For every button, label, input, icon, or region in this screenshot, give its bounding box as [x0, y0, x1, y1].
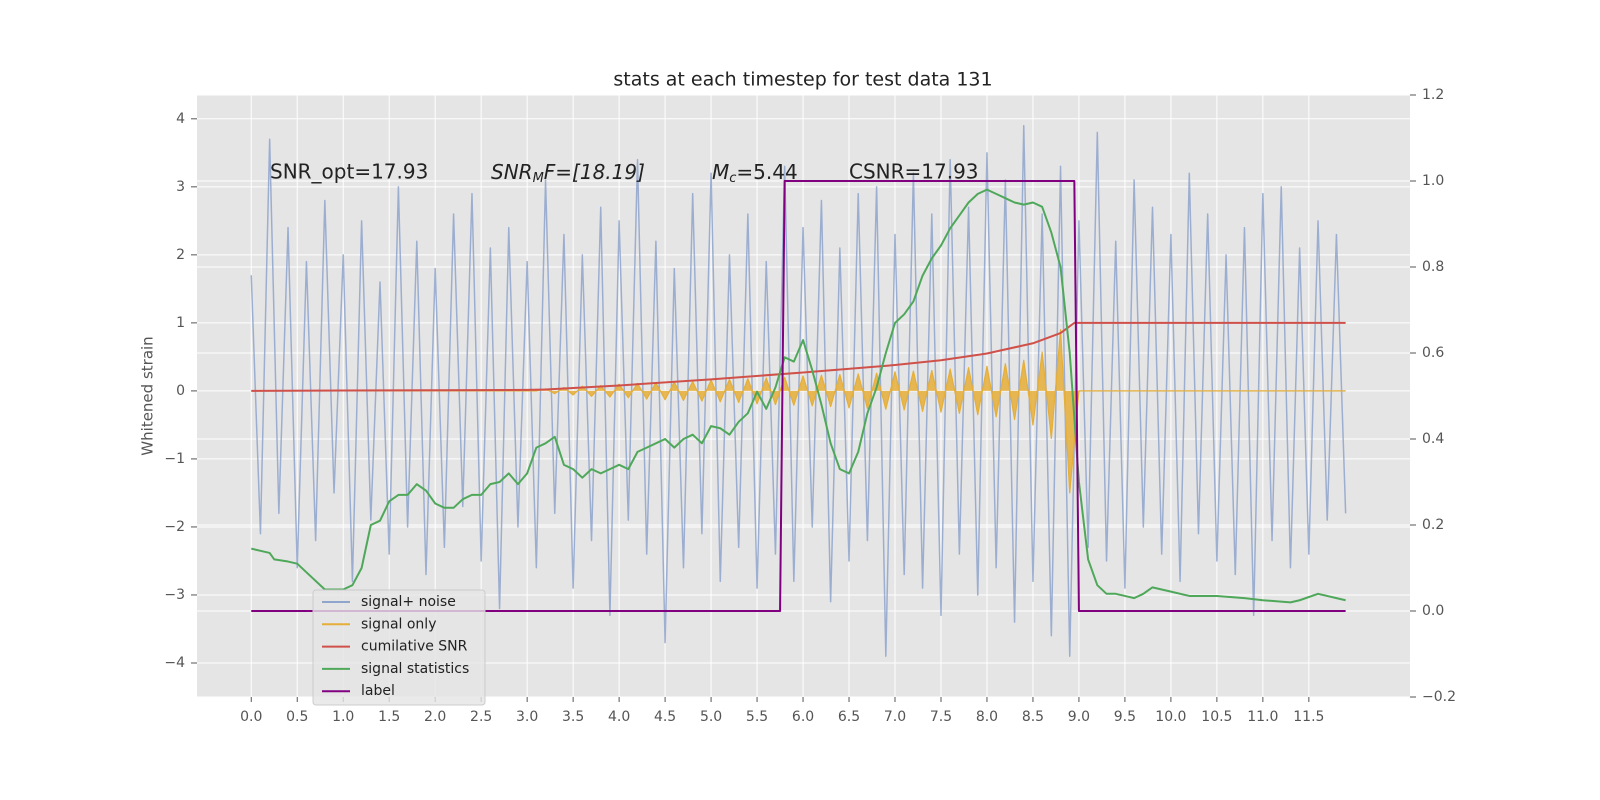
y-tick-label: 0	[176, 383, 185, 399]
annotation-part: =5.44	[736, 160, 797, 184]
legend-label: signal+ noise	[361, 594, 456, 610]
x-tick-label: 6.5	[838, 709, 860, 725]
y-tick-label: 2	[176, 247, 185, 263]
series-line	[251, 180, 1346, 612]
y2-tick-label: 0.2	[1422, 517, 1444, 533]
x-tick-label: 7.5	[930, 709, 952, 725]
y2-tick-label: −0.2	[1422, 689, 1456, 705]
y2-tick-label: 0.6	[1422, 345, 1444, 361]
x-tick-label: 0.5	[286, 709, 308, 725]
x-tick-label: 8.0	[976, 709, 998, 725]
x-tick-label: 3.5	[562, 709, 584, 725]
legend-label: cumilative SNR	[361, 639, 468, 655]
y-tick-label: −2	[164, 519, 185, 535]
annotation: CSNR=17.93	[849, 160, 979, 184]
x-tick-label: 1.0	[332, 709, 354, 725]
annotation: Mc=5.44	[712, 160, 798, 186]
x-tick-label: 7.0	[884, 709, 906, 725]
legend: signal+ noise signal only cumilative SNR si…	[312, 589, 486, 706]
series-line	[251, 188, 1346, 604]
annotation-part: M	[533, 171, 544, 186]
annotation-part: SNR	[491, 160, 533, 184]
annotation-part: M	[712, 160, 729, 184]
y-tick-label: 3	[176, 179, 185, 195]
x-tick-label: 1.5	[378, 709, 400, 725]
y-tick-label: −3	[164, 587, 185, 603]
x-tick-label: 11.5	[1293, 709, 1324, 725]
x-tick-label: 10.0	[1155, 709, 1186, 725]
chart-title: stats at each timestep for test data 131	[613, 69, 992, 91]
x-tick-label: 9.0	[1068, 709, 1090, 725]
x-tick-label: 4.0	[608, 709, 630, 725]
y-tick-label: −4	[164, 655, 185, 671]
y2-tick-label: 0.4	[1422, 431, 1444, 447]
x-tick-label: 4.5	[654, 709, 676, 725]
axes: 0.0 0.5 1.0 1.5 2.0 2.5 3.0 3.5 4.0 4.5 5.0 5.5 6.0 6…	[164, 87, 1456, 725]
y2-tick-label: 0.0	[1422, 603, 1444, 619]
x-tick-label: 8.5	[1022, 709, 1044, 725]
x-tick-label: 9.5	[1114, 709, 1136, 725]
x-tick-label: 5.5	[746, 709, 768, 725]
x-tick-label: 6.0	[792, 709, 814, 725]
annotation: SNRMF=[18.19]	[491, 160, 645, 186]
x-tick-label: 2.5	[470, 709, 492, 725]
x-tick-label: 11.0	[1247, 709, 1278, 725]
y-tick-label: 4	[176, 111, 185, 127]
y-tick-label: −1	[164, 451, 185, 467]
y2-tick-label: 1.0	[1422, 173, 1444, 189]
x-tick-label: 5.0	[700, 709, 722, 725]
legend-label: signal statistics	[361, 661, 469, 677]
marks	[250, 124, 1347, 657]
y2-tick-label: 0.8	[1422, 259, 1444, 275]
y2-tick-label: 1.2	[1422, 87, 1444, 103]
legend-label: label	[361, 683, 395, 699]
y-tick-label: 1	[176, 315, 185, 331]
annotation-part: c	[729, 171, 736, 186]
legend-label: signal only	[361, 616, 436, 632]
series-line	[250, 124, 1347, 657]
x-tick-label: 2.0	[424, 709, 446, 725]
x-tick-label: 3.0	[516, 709, 538, 725]
annotation-part: F=[18.19]	[544, 160, 645, 184]
y-axis-label: Whitened strain	[139, 336, 157, 455]
x-tick-label: 0.0	[240, 709, 262, 725]
annotation: SNR_opt=17.93	[270, 160, 428, 184]
x-tick-label: 10.5	[1201, 709, 1232, 725]
legend-box	[312, 589, 486, 706]
